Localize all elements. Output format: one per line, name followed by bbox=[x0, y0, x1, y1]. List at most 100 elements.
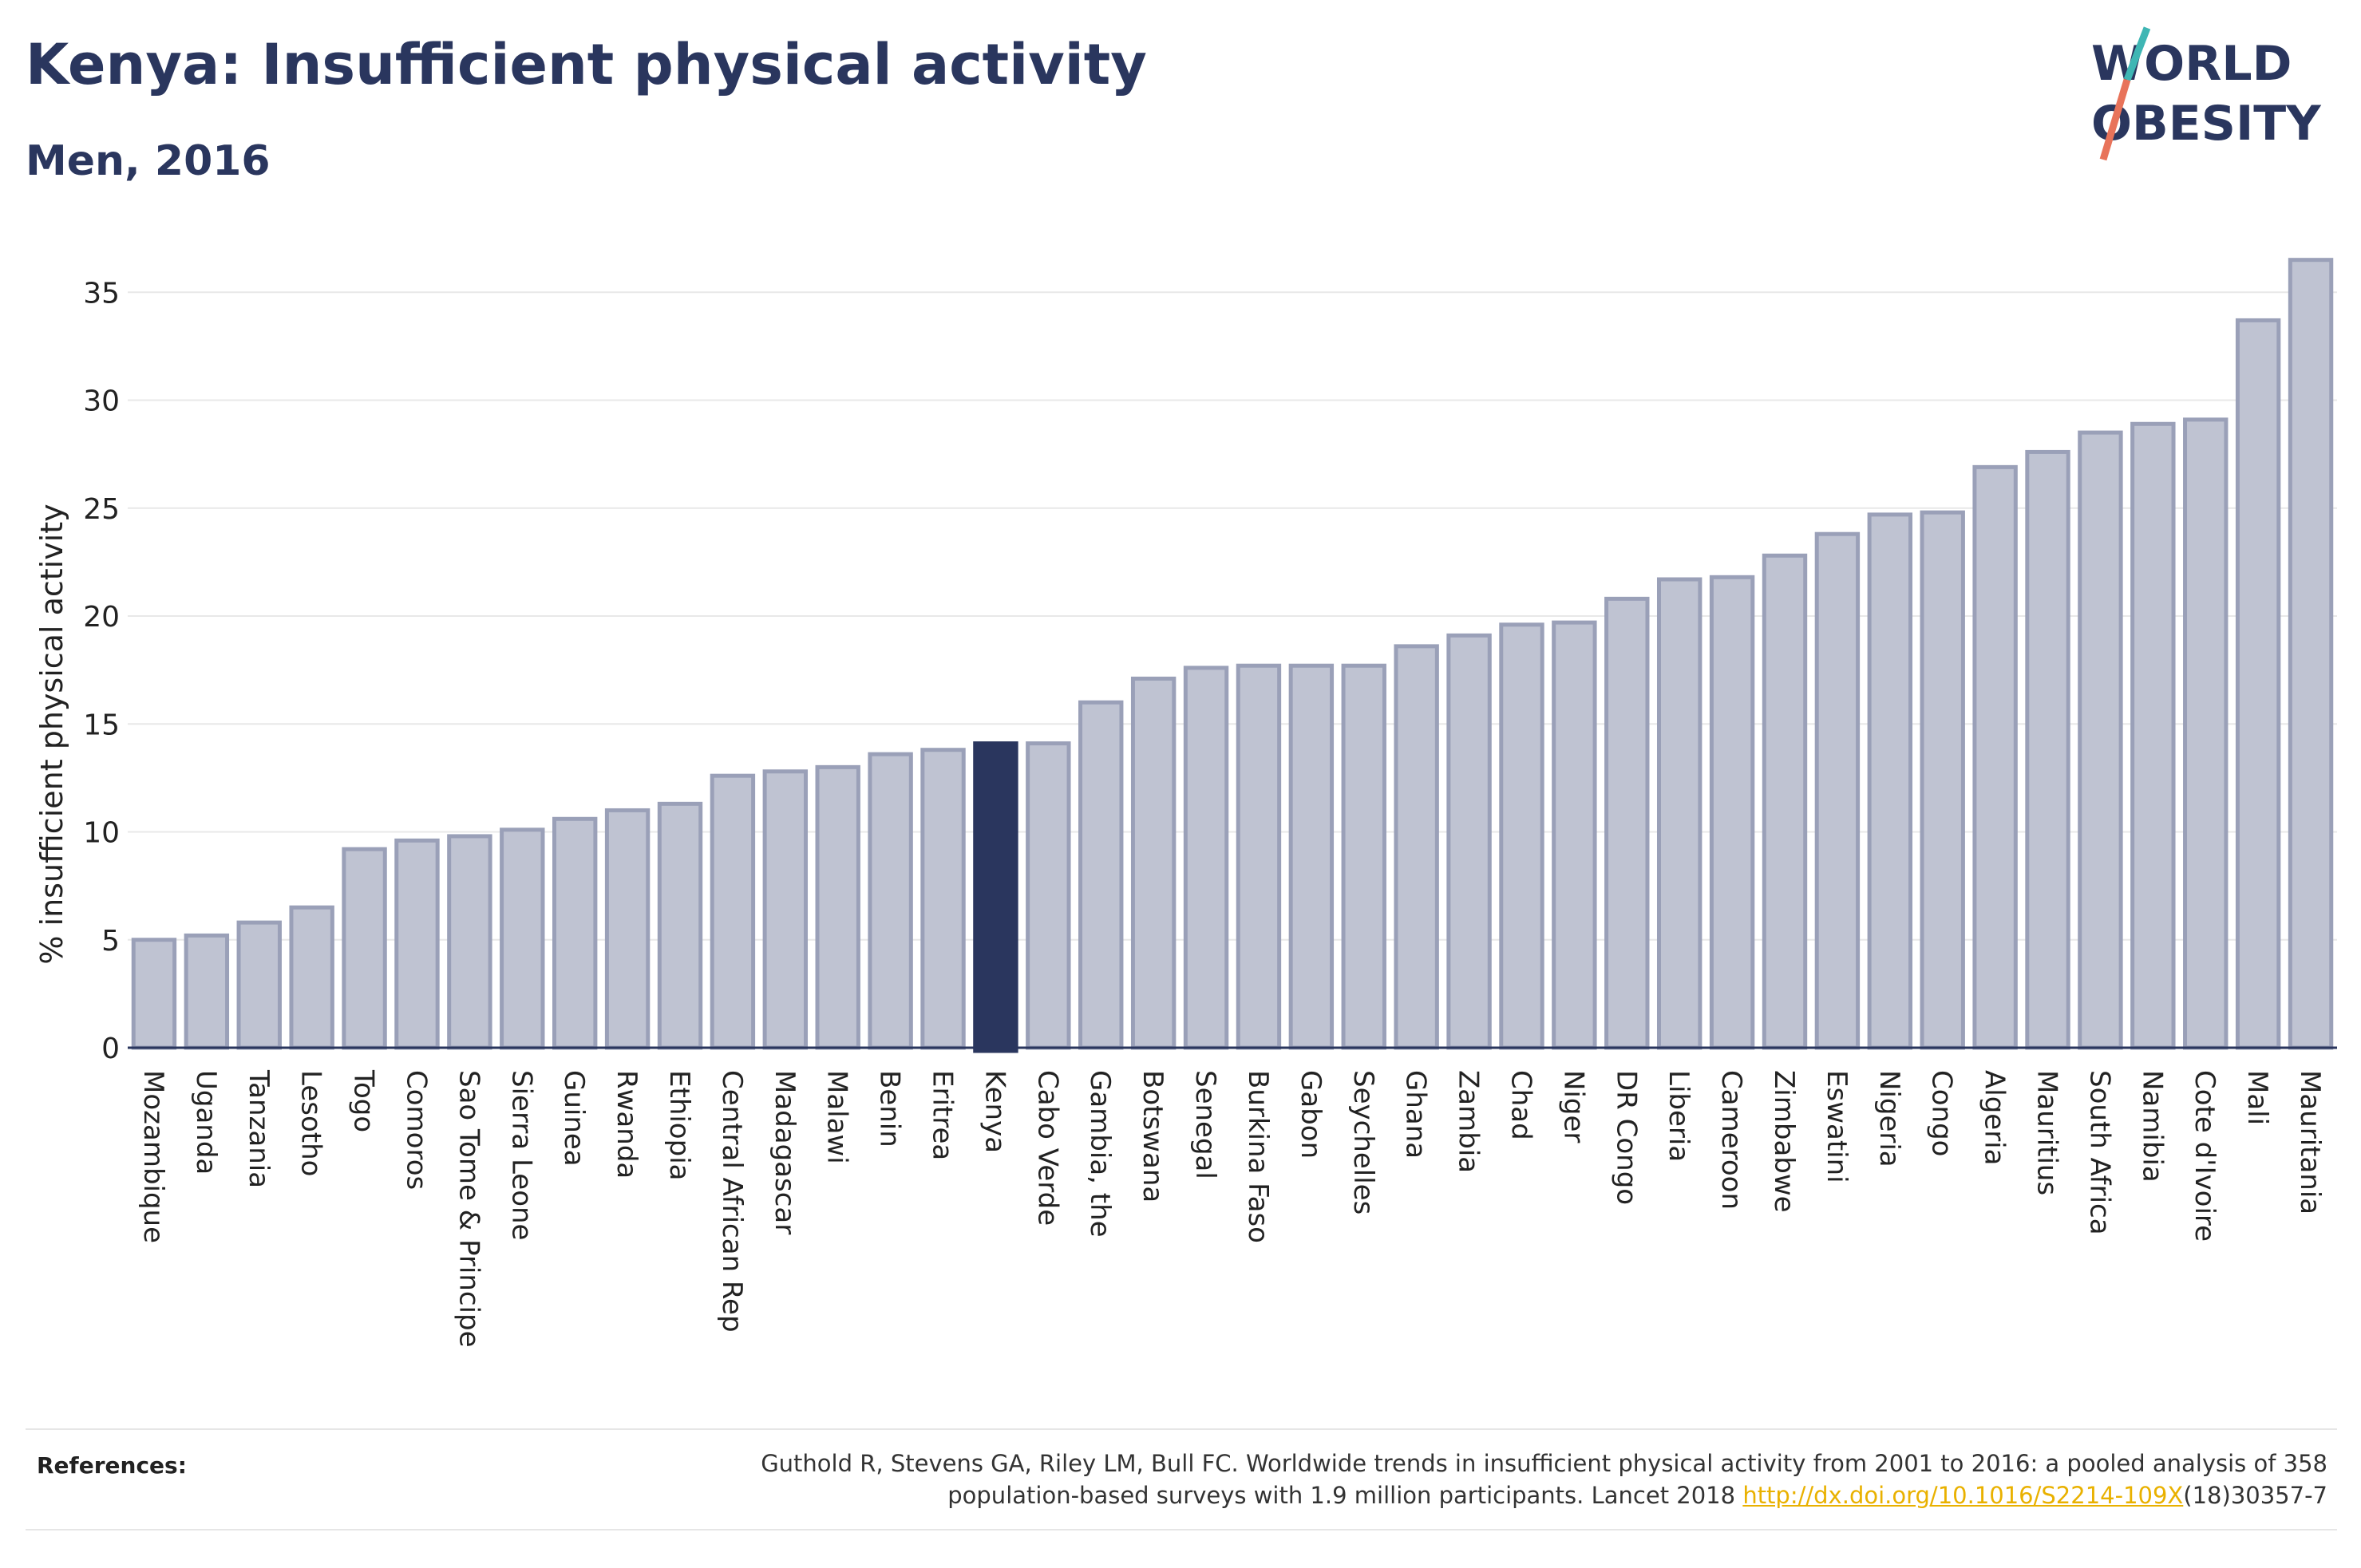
x-tick-label: Uganda bbox=[190, 1070, 222, 1175]
bar bbox=[2130, 421, 2176, 1050]
x-tick-label: Congo bbox=[1926, 1070, 1958, 1156]
world-obesity-logo: WORLD OBESITY bbox=[2091, 26, 2322, 161]
x-tick-label: Gambia, the bbox=[1084, 1070, 1116, 1238]
y-tick-label: 25 bbox=[83, 493, 120, 526]
x-tick-label: Zambia bbox=[1453, 1070, 1485, 1173]
bar-layer bbox=[131, 258, 2334, 1053]
x-tick-label: Seychelles bbox=[1347, 1070, 1379, 1215]
grid-layer bbox=[128, 291, 2337, 941]
bar-chart: 0 5 10 15 20 25 30 35 Mozambique Uganda Tanzania Le… bbox=[34, 258, 2337, 1348]
x-tick-label: Cote d'Ivoire bbox=[2189, 1070, 2221, 1242]
x-tick-label: Ethiopia bbox=[663, 1070, 695, 1180]
bar bbox=[552, 816, 598, 1050]
x-tick-label: Central African Rep bbox=[716, 1070, 748, 1333]
bar bbox=[394, 838, 440, 1050]
x-tick-label: Liberia bbox=[1663, 1070, 1695, 1162]
logo-line2: OBESITY bbox=[2091, 96, 2322, 152]
bar bbox=[1656, 577, 1703, 1050]
axis-layer: 0 5 10 15 20 25 30 35 Mozambique Uganda Tanzania Le… bbox=[83, 277, 2337, 1348]
y-tick-label: 15 bbox=[83, 709, 120, 741]
bar bbox=[236, 920, 282, 1050]
bar bbox=[2288, 258, 2334, 1050]
bar bbox=[2078, 430, 2123, 1050]
x-tick-label: Gabon bbox=[1295, 1070, 1327, 1159]
bar bbox=[1130, 676, 1177, 1050]
bar bbox=[710, 773, 756, 1050]
bar bbox=[815, 764, 860, 1050]
x-tick-label: Cameroon bbox=[1715, 1070, 1747, 1210]
bar bbox=[1341, 663, 1386, 1050]
x-tick-label: Madagascar bbox=[769, 1070, 801, 1234]
x-tick-label: Comoros bbox=[400, 1070, 432, 1190]
bar bbox=[500, 827, 545, 1050]
bar bbox=[1394, 644, 1439, 1050]
x-tick-label: Ghana bbox=[1400, 1070, 1432, 1159]
bar bbox=[920, 748, 966, 1050]
bar bbox=[762, 769, 809, 1050]
x-tick-label: Burkina Faso bbox=[1242, 1070, 1274, 1243]
bar-highlight bbox=[973, 741, 1018, 1053]
bar bbox=[447, 834, 492, 1050]
bar bbox=[2025, 449, 2070, 1050]
x-tick-label: Eswatini bbox=[1821, 1070, 1853, 1183]
bar bbox=[1288, 663, 1335, 1050]
x-tick-label: Tanzania bbox=[243, 1069, 275, 1188]
x-tick-label: Zimbabwe bbox=[1768, 1070, 1800, 1213]
y-axis-label: % insufficient physical activity bbox=[34, 504, 69, 964]
bar bbox=[2235, 318, 2281, 1050]
bar bbox=[604, 808, 651, 1050]
bar bbox=[1814, 531, 1861, 1050]
x-tick-label: Cabo Verde bbox=[1031, 1070, 1063, 1226]
x-tick-label: Sao Tome & Principe bbox=[453, 1070, 484, 1348]
reference-line2: population-based surveys with 1.9 millio… bbox=[947, 1482, 1743, 1509]
x-tick-label: Mali bbox=[2241, 1070, 2273, 1125]
bar bbox=[1236, 663, 1282, 1050]
x-tick-label: Kenya bbox=[979, 1070, 1010, 1153]
bar bbox=[868, 752, 913, 1050]
x-tick-label: Rwanda bbox=[611, 1070, 643, 1179]
y-tick-label: 35 bbox=[83, 277, 120, 310]
x-tick-label: South Africa bbox=[2083, 1070, 2115, 1235]
reference-suffix: (18)30357-7 bbox=[2183, 1482, 2327, 1509]
logo-slash-teal bbox=[2123, 26, 2151, 81]
references-box: References: Guthold R, Stevens GA, Riley… bbox=[26, 1428, 2337, 1530]
bar bbox=[1499, 622, 1544, 1050]
x-tick-label: DR Congo bbox=[1610, 1070, 1642, 1205]
bar bbox=[1762, 553, 1808, 1050]
y-tick-label: 20 bbox=[83, 601, 120, 634]
page-subtitle: Men, 2016 bbox=[26, 137, 271, 185]
bar bbox=[131, 938, 177, 1050]
bar bbox=[342, 847, 387, 1050]
bar bbox=[2183, 417, 2229, 1050]
bar bbox=[657, 801, 703, 1050]
x-tick-label: Eritrea bbox=[927, 1070, 959, 1160]
bar bbox=[289, 905, 334, 1050]
x-tick-label: Botswana bbox=[1137, 1070, 1169, 1203]
x-tick-label: Niger bbox=[1557, 1070, 1589, 1143]
bar bbox=[1709, 575, 1755, 1050]
reference-link[interactable]: http://dx.doi.org/10.1016/S2214-109X bbox=[1742, 1482, 2184, 1509]
bar bbox=[1446, 633, 1492, 1050]
bar bbox=[1026, 741, 1071, 1050]
bar bbox=[1604, 596, 1650, 1050]
x-tick-label: Malawi bbox=[821, 1070, 853, 1164]
references-label: References: bbox=[37, 1452, 187, 1479]
x-tick-label: Algeria bbox=[1979, 1070, 2011, 1165]
bar bbox=[1867, 512, 1913, 1050]
bar bbox=[1078, 700, 1124, 1050]
bar bbox=[1552, 620, 1597, 1050]
references-text: Guthold R, Stevens GA, Riley LM, Bull FC… bbox=[492, 1448, 2327, 1511]
reference-line1: Guthold R, Stevens GA, Riley LM, Bull FC… bbox=[761, 1450, 2327, 1477]
page-title: Kenya: Insufficient physical activity bbox=[26, 32, 1147, 97]
bar bbox=[184, 933, 230, 1050]
x-tick-label: Lesotho bbox=[295, 1070, 327, 1176]
x-tick-label: Senegal bbox=[1189, 1070, 1221, 1179]
x-tick-label: Guinea bbox=[558, 1070, 590, 1167]
x-tick-label: Mauritania bbox=[2294, 1070, 2326, 1215]
x-tick-label: Nigeria bbox=[1873, 1070, 1905, 1167]
x-tick-label: Mozambique bbox=[137, 1070, 169, 1243]
y-tick-label: 30 bbox=[83, 385, 120, 418]
x-tick-label: Chad bbox=[1505, 1070, 1536, 1140]
logo-slash-red bbox=[2099, 78, 2131, 161]
y-tick-label: 5 bbox=[101, 925, 120, 958]
